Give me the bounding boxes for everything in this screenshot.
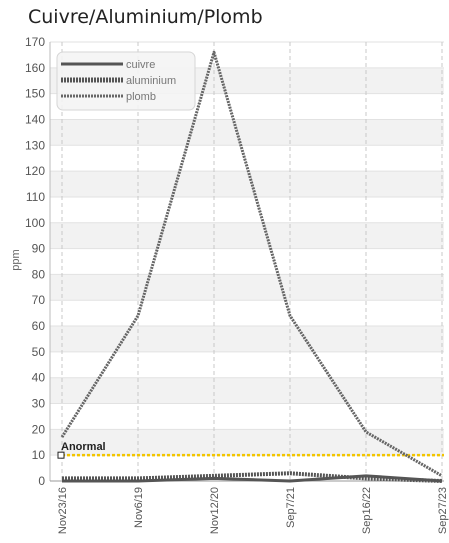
y-tick-label: 0	[38, 474, 45, 488]
grid-band	[50, 377, 444, 404]
y-tick-label: 80	[32, 267, 46, 281]
y-tick-label: 60	[32, 319, 46, 333]
x-tick-label: Nov23/16	[57, 487, 69, 534]
y-tick-label: 10	[32, 448, 46, 462]
legend-label: cuivre	[126, 59, 155, 71]
grid-band	[50, 326, 444, 352]
grid-band	[50, 222, 444, 249]
x-tick-label: Sep16/22	[361, 487, 373, 534]
y-tick-label: 50	[32, 345, 46, 359]
y-tick-label: 30	[32, 397, 46, 411]
series-line-aluminium	[62, 471, 443, 483]
chart-title: Cuivre/Aluminium/Plomb	[28, 6, 263, 28]
y-tick-label: 170	[25, 35, 45, 49]
y-tick-label: 70	[32, 293, 46, 307]
y-tick-label: 90	[32, 242, 46, 256]
x-tick-label: Sep7/21	[285, 487, 297, 528]
y-tick-label: 130	[25, 138, 45, 152]
threshold-marker	[57, 451, 65, 459]
grid-band	[50, 429, 444, 456]
y-tick-label: 40	[32, 371, 46, 385]
series-line-cuivre	[62, 474, 443, 483]
y-tick-label: 100	[25, 216, 45, 230]
grid-band	[50, 274, 444, 301]
legend-label: aluminium	[126, 75, 176, 87]
y-tick-label: 120	[25, 164, 45, 178]
threshold-label: Anormal	[61, 441, 106, 453]
y-axis-label: ppm	[10, 249, 22, 270]
legend-label: plomb	[126, 91, 156, 103]
x-tick-label: Nov6/19	[133, 487, 145, 528]
grid-band	[50, 119, 444, 146]
y-tick-label: 140	[25, 112, 45, 126]
y-tick-label: 150	[25, 87, 45, 101]
y-tick-label: 110	[26, 190, 45, 204]
x-tick-label: Sep27/23	[437, 487, 449, 534]
grid-band	[50, 171, 444, 197]
series-line-plomb	[60, 50, 443, 478]
y-tick-label: 160	[25, 61, 45, 75]
y-tick-label: 20	[32, 422, 46, 436]
x-tick-label: Nov12/20	[209, 487, 221, 534]
